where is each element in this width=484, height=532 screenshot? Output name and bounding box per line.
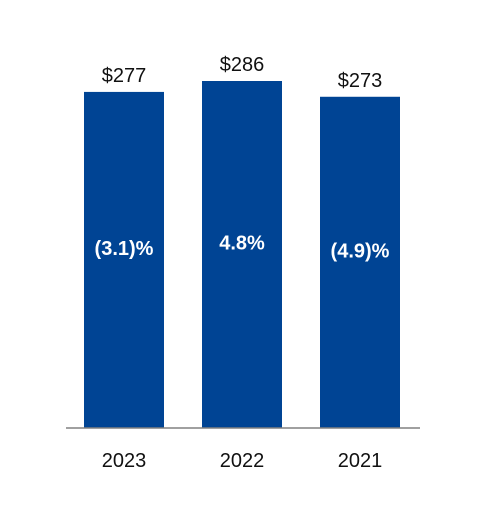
value-label-2022: $286: [220, 54, 265, 76]
x-tick-labels-group: 2023 2022 2021: [102, 450, 383, 472]
x-tick-label-2022: 2022: [220, 450, 265, 472]
bar-2021: [320, 96, 400, 428]
value-labels-group: $277 $286 $273: [102, 54, 383, 92]
growth-label-2023: (3.1)%: [95, 238, 154, 260]
growth-label-2021: (4.9)%: [331, 241, 390, 263]
bars-group: [84, 81, 400, 428]
x-tick-label-2021: 2021: [338, 450, 383, 472]
bar-2022: [202, 81, 282, 428]
bar-2023: [84, 91, 164, 428]
value-label-2023: $277: [102, 65, 147, 87]
x-tick-label-2023: 2023: [102, 450, 147, 472]
value-label-2021: $273: [338, 70, 383, 92]
growth-labels-group: (3.1)% 4.8% (4.9)%: [95, 232, 390, 262]
growth-label-2022: 4.8%: [219, 232, 265, 254]
